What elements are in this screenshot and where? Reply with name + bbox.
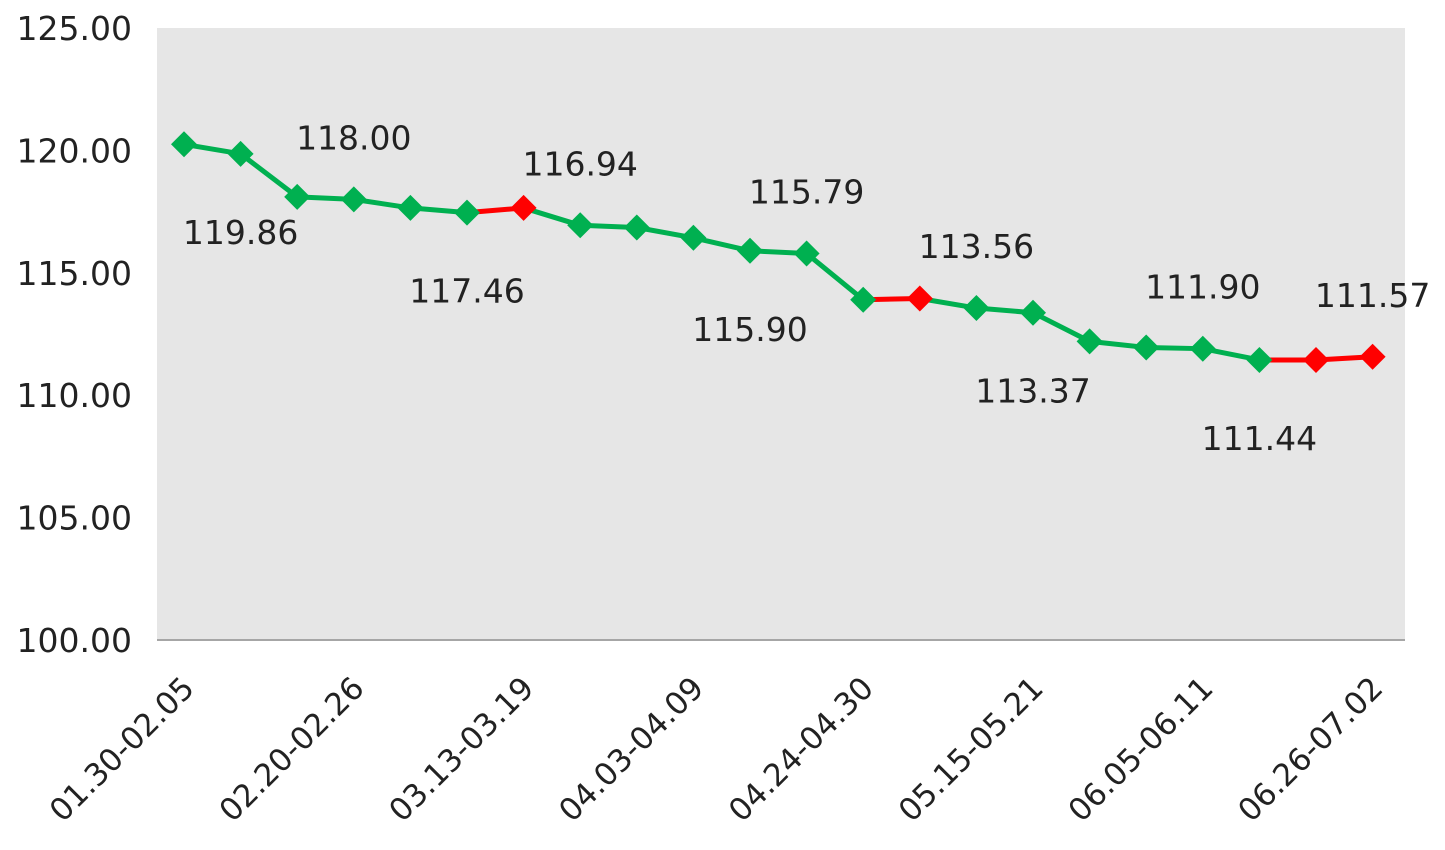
- line-segment: [238, 151, 300, 200]
- x-tick-label: 04.24-04.30: [722, 670, 881, 829]
- line-segment: [804, 250, 866, 303]
- x-tick-label: 04.03-04.09: [552, 670, 711, 829]
- data-point-marker: [623, 214, 650, 241]
- y-tick-label: 100.00: [17, 621, 132, 660]
- y-tick-label: 120.00: [17, 131, 132, 170]
- data-point-marker: [1133, 334, 1160, 361]
- x-tick-label: 05.15-05.21: [892, 670, 1051, 829]
- x-axis-tick-labels: 01.30-02.05 02.20-02.26 03.13-03.19 04.03-0…: [43, 670, 1390, 829]
- data-point-marker: [793, 240, 820, 267]
- data-point-marker: [963, 295, 990, 322]
- data-point-marker: [567, 212, 594, 239]
- data-point-marker: [1189, 335, 1216, 362]
- data-point-marker: [1076, 328, 1103, 355]
- data-label: 111.57: [1315, 276, 1430, 315]
- y-tick-label: 105.00: [17, 499, 132, 538]
- data-label: 113.37: [975, 372, 1090, 411]
- x-tick-label: 02.20-02.26: [213, 670, 372, 829]
- data-point-marker: [454, 199, 480, 226]
- data-point-marker: [227, 140, 254, 167]
- data-point-marker: [850, 286, 877, 313]
- data-point-marker: [340, 186, 367, 213]
- data-label: 111.44: [1202, 419, 1317, 458]
- data-point-marker: [284, 183, 311, 210]
- data-point-marker: [510, 194, 537, 221]
- y-tick-label: 125.00: [17, 9, 132, 48]
- data-label: 118.00: [296, 118, 411, 157]
- y-tick-label: 115.00: [17, 254, 132, 293]
- line-segment: [1030, 310, 1093, 344]
- series-markers: [171, 131, 1386, 373]
- data-point-marker: [737, 237, 763, 264]
- y-axis-tick-labels: 100.00 105.00 110.00 115.00 120.00 125.00: [17, 9, 132, 660]
- data-label: 116.94: [522, 144, 637, 183]
- data-labels: 119.86 118.00 117.46 116.94 115.90 115.79 113.…: [183, 118, 1430, 458]
- data-label: 117.46: [409, 272, 524, 311]
- data-point-marker: [680, 224, 707, 251]
- data-point-marker: [1246, 346, 1273, 373]
- x-tick-label: 06.26-07.02: [1231, 670, 1390, 829]
- data-label: 111.90: [1145, 268, 1260, 307]
- data-label: 115.79: [749, 172, 864, 211]
- data-label: 113.56: [919, 227, 1034, 266]
- x-tick-label: 06.05-06.11: [1062, 670, 1221, 829]
- data-point-marker: [1359, 343, 1386, 370]
- data-label: 119.86: [183, 213, 298, 252]
- data-point-marker: [1303, 346, 1329, 373]
- data-point-marker: [1020, 299, 1046, 326]
- x-tick-label: 03.13-03.19: [382, 670, 541, 829]
- data-point-marker: [397, 194, 424, 221]
- y-tick-label: 110.00: [17, 376, 132, 415]
- data-point-marker: [906, 285, 933, 312]
- data-point-marker: [171, 131, 197, 158]
- x-tick-label: 01.30-02.05: [43, 670, 202, 829]
- data-label: 115.90: [692, 310, 807, 349]
- plot-area: [157, 28, 1405, 640]
